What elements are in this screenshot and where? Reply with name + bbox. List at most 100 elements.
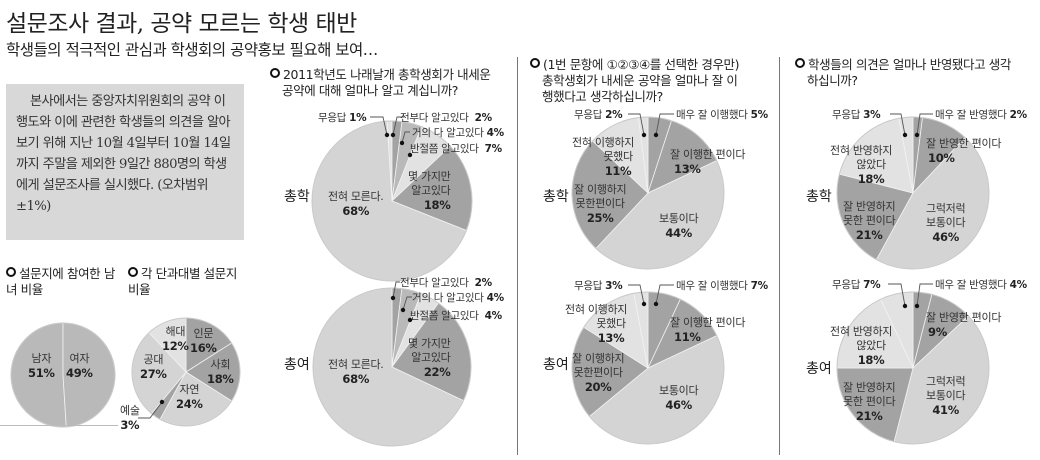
- leader-line: [628, 284, 645, 305]
- leader-line: [401, 131, 410, 144]
- column-divider: [517, 57, 518, 455]
- leader-line: [628, 113, 645, 136]
- q1-b-most-know: 거의 다 알고있다 4%: [412, 292, 504, 304]
- q3-b-well: 잘 반영한 편이다 9%: [926, 311, 1002, 339]
- q2-row-label-chongyeo: 총여: [543, 357, 569, 373]
- q1-b-some-know: 몇 가지만 알고있다 22%: [408, 337, 451, 379]
- leader-dot: [653, 301, 659, 307]
- q2-b-normal: 보통이다 46%: [659, 384, 699, 412]
- pie-rim: [312, 287, 472, 447]
- intro-text: 본사에서는 중앙자치위원회의 공약 이행도와 이에 관련한 학생들의 의견을 알…: [16, 94, 231, 214]
- bullet-icon: [270, 68, 280, 78]
- leader-line: [402, 296, 412, 311]
- leader-dot: [914, 303, 920, 309]
- college-label-maritime: 해대 12%: [162, 325, 189, 353]
- leader-dot: [902, 132, 908, 138]
- q1-a-most-know: 거의 다 알고있다 4%: [412, 127, 504, 139]
- q3-b-very-well: 매우 잘 반영했다 4%: [935, 279, 1027, 291]
- leader-line: [370, 116, 388, 136]
- pie-rim: [836, 116, 990, 270]
- bullet-icon: [6, 267, 16, 277]
- leader-dot: [407, 152, 413, 158]
- q3-b-no-answer: 무응답 7%: [832, 279, 881, 291]
- q1-b-all-know: 전부다 알고있다 2%: [400, 277, 492, 289]
- leader-dot: [399, 140, 405, 146]
- q2-a-not-well: 잘 이행하지 못한편이다 25%: [574, 183, 627, 225]
- q2-row-label-chonghak: 총학: [543, 189, 569, 205]
- leader-line: [890, 113, 906, 136]
- leader-line: [392, 281, 400, 299]
- q2-b-not-well: 잘 이행하지 못한편이다 20%: [572, 352, 625, 394]
- q1-row-label-chongyeo: 총여: [284, 357, 310, 373]
- page-title: 설문조사 결과, 공약 모르는 학생 태반: [6, 11, 357, 37]
- baseline-rule: [0, 425, 118, 426]
- q3-row-label-chonghak: 총학: [806, 189, 832, 205]
- leader-dot: [407, 317, 413, 323]
- q2-a-well: 잘 이행한 편이다 13%: [670, 148, 746, 176]
- column-divider: [779, 57, 780, 455]
- pie-rim: [131, 317, 241, 427]
- q3-a-very-well: 매우 잘 반영했다 2%: [935, 109, 1027, 121]
- bullet-icon: [795, 58, 805, 68]
- q1-row-label-chonghak: 총학: [284, 189, 310, 205]
- leader-line: [916, 283, 933, 307]
- college-heading: 각 단과대별 설문지 비율: [128, 266, 237, 297]
- pie-rim: [10, 322, 116, 428]
- bullet-icon: [128, 267, 138, 277]
- q3-b-not-well: 잘 반영하지 못한 편이다 21%: [843, 381, 896, 423]
- q3-heading: 학생들의 의견은 얼마나 반영됐다고 생각 하십니까?: [795, 57, 1035, 89]
- leader-dot: [641, 132, 647, 138]
- q2-b-very-well: 매우 잘 이행했다 7%: [676, 280, 768, 292]
- q2-a-not-at-all: 전혀 이행하지 못했다 11%: [572, 136, 635, 178]
- pie-rim: [571, 291, 725, 445]
- intro-box: 본사에서는 중앙자치위원회의 공약 이행도와 이에 관련한 학생들의 의견을 알…: [6, 84, 244, 240]
- q3-a-no-answer: 무응답 3%: [832, 109, 881, 121]
- q2-b-no-answer: 무응답 3%: [574, 280, 623, 292]
- q3-a-normal: 그럭저럭 보통이다 46%: [926, 202, 966, 244]
- leader-dot: [902, 303, 908, 309]
- leader-line: [655, 113, 674, 136]
- leader-dot: [159, 399, 165, 405]
- college-label-humanities: 인문 16%: [190, 327, 217, 355]
- leader-line: [138, 401, 163, 419]
- leader-dot: [384, 132, 390, 138]
- leader-dot: [914, 132, 920, 138]
- q2-a-normal: 보통이다 44%: [659, 212, 699, 240]
- q2-heading: (1번 문항에 ①②③④를 선택한 경우만) 총학생회가 내세운 공약을 얼마나 …: [530, 57, 770, 105]
- pie-rim: [311, 120, 473, 282]
- q3-b-not-at-all: 전혀 반영하지 않았다 18%: [830, 325, 893, 367]
- q2-b-not-at-all: 전혀 이행하지 못했다 13%: [565, 303, 628, 345]
- college-label-social: 사회 18%: [207, 358, 234, 386]
- leader-line: [655, 284, 674, 305]
- q2-b-well: 잘 이행한 편이다 11%: [670, 316, 746, 344]
- leader-dot: [400, 307, 406, 313]
- college-label-engineering: 공대 27%: [140, 353, 167, 381]
- q2-a-very-well: 매우 잘 이행했다 5%: [676, 109, 768, 121]
- leader-dot: [653, 132, 659, 138]
- q2-a-no-answer: 무응답 2%: [574, 109, 623, 121]
- leader-line: [888, 283, 906, 307]
- page-subtitle: 학생들의 적극적인 관심과 학생회의 공약홍보 필요해 보여…: [6, 41, 378, 59]
- q3-row-label-chongyeo: 총여: [806, 361, 832, 377]
- q3-b-normal: 그럭저럭 보통이다 41%: [926, 375, 966, 417]
- q1-b-none-know: 전혀 모른다. 68%: [328, 358, 384, 386]
- gender-heading: 설문지에 참여한 남녀 비율: [6, 266, 115, 297]
- leader-dot: [390, 132, 396, 138]
- gender-female-label: 여자 49%: [66, 352, 93, 380]
- pie-rim: [571, 116, 725, 270]
- q1-a-none-know: 전혀 모른다. 68%: [328, 190, 384, 218]
- college-label-science: 자연 24%: [176, 383, 203, 411]
- q1-a-half-know: 반절쯤 알고있다 7%: [410, 143, 502, 155]
- college-label-arts: 예술 3%: [120, 404, 140, 432]
- gender-male-label: 남자 51%: [28, 352, 55, 380]
- q1-heading: 2011학년도 나래날개 총학생회가 내세운 공약에 대해 얼마나 알고 계십니까…: [270, 67, 510, 99]
- q1-b-half-know: 반절쯤 알고있다 4%: [410, 310, 502, 322]
- q1-a-no-answer: 무응답 1%: [318, 112, 367, 124]
- leader-dot: [641, 301, 647, 307]
- bullet-icon: [530, 58, 540, 68]
- leader-line: [916, 113, 933, 136]
- leader-dot: [390, 295, 396, 301]
- q1-a-some-know: 몇 가지만 알고있다 18%: [408, 170, 451, 212]
- q3-a-not-at-all: 전혀 반영하지 않았다 18%: [830, 144, 893, 186]
